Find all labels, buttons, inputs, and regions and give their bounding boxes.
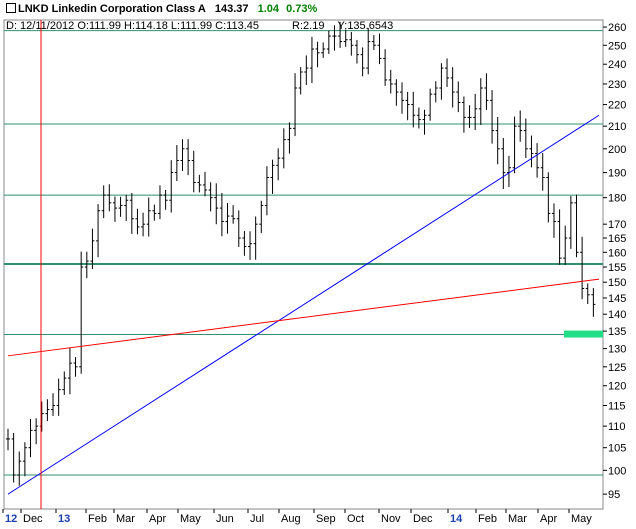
y-tick-label: 130	[608, 344, 626, 356]
y-tick-label: 100	[608, 465, 626, 477]
y-tick-label: 230	[608, 79, 626, 91]
header-line-1: LNKD Linkedin Corporation Class A 143.37…	[6, 3, 317, 15]
x-tick-label: Apr	[149, 513, 166, 525]
x-tick-label: Feb	[478, 513, 497, 525]
checkbox-icon[interactable]	[6, 3, 16, 13]
y-tick-label: 190	[608, 168, 626, 180]
symbol-name: LNKD Linkedin Corporation Class A	[18, 3, 206, 15]
x-tick-label: 13	[58, 513, 70, 525]
ohlc-readout: D: 12/11/2012 O:111.99 H:114.18 L:111.99…	[6, 20, 259, 32]
x-tick-label: Jul	[250, 513, 264, 525]
x-tick-label: Feb	[88, 513, 107, 525]
price-change-pct: 0.73%	[286, 3, 318, 15]
y-tick-label: 220	[608, 100, 626, 112]
y-tick-label: 105	[608, 443, 626, 455]
last-price: 143.37	[214, 3, 249, 15]
y-tick-label: 250	[608, 40, 626, 52]
y-tick-label: 155	[608, 262, 626, 274]
y-tick-label: 200	[608, 144, 626, 156]
x-tick-label: May	[571, 513, 592, 525]
trendline-1[interactable]	[7, 278, 600, 357]
x-tick-label: Sep	[316, 513, 336, 525]
header-line-2: D: 12/11/2012 O:111.99 H:114.18 L:111.99…	[6, 20, 393, 32]
x-tick-label: Dec	[413, 513, 433, 525]
trendline-0[interactable]	[7, 114, 600, 495]
y-tick-label: 165	[608, 233, 626, 245]
y-tick-label: 125	[608, 362, 626, 374]
y-tick-label: 240	[608, 59, 626, 71]
y-tick-label: 140	[608, 309, 626, 321]
y-tick-label: 120	[608, 381, 626, 393]
y-tick-label: 110	[608, 421, 626, 433]
x-tick-label: 14	[450, 513, 463, 525]
y-tick-label: 95	[608, 489, 620, 501]
y-tick-label: 210	[608, 121, 626, 133]
x-tick-label: Nov	[381, 513, 401, 525]
y-tick-label: 180	[608, 193, 626, 205]
y-tick-label: 150	[608, 277, 626, 289]
y-tick-label: 145	[608, 293, 626, 305]
x-tick-label: Dec	[23, 513, 43, 525]
x-tick-label: Mar	[116, 513, 135, 525]
price-change: 1.04	[257, 3, 280, 15]
x-tick-label: Aug	[281, 513, 301, 525]
y-readout: Y:135.6543	[337, 20, 394, 32]
x-tick-label: Apr	[540, 513, 557, 525]
x-tick-label: 12	[5, 513, 17, 525]
last-price-marker	[564, 330, 603, 338]
y-tick-label: 115	[608, 400, 626, 412]
y-tick-label: 170	[608, 219, 626, 231]
x-tick-label: Oct	[347, 513, 364, 525]
x-tick-label: May	[180, 513, 201, 525]
x-tick-label: Mar	[508, 513, 527, 525]
y-tick-label: 160	[608, 247, 626, 259]
r-readout: R:2.19	[292, 20, 325, 32]
y-tick-label: 135	[608, 326, 626, 338]
x-tick-label: Jun	[216, 513, 234, 525]
y-tick-label: 260	[608, 22, 626, 34]
